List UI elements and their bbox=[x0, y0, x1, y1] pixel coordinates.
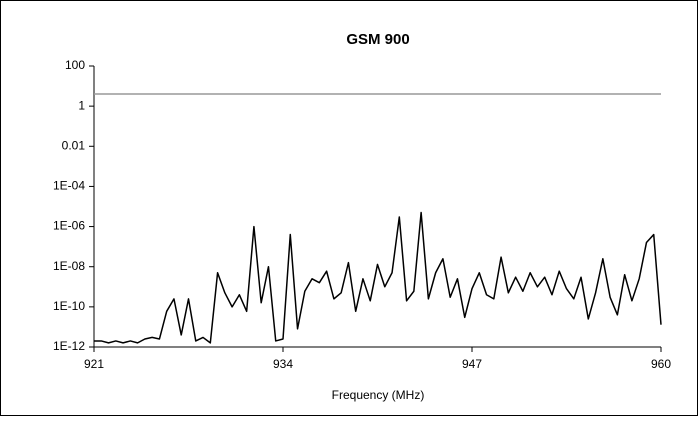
x-axis-label: Frequency (MHz) bbox=[332, 388, 425, 402]
y-tick-label: 1E-08 bbox=[53, 259, 85, 273]
x-tick-label: 947 bbox=[462, 357, 482, 371]
series-line bbox=[94, 211, 662, 344]
x-tick-label: 960 bbox=[651, 357, 671, 371]
x-tick-label: 921 bbox=[84, 357, 104, 371]
y-tick-label: 100 bbox=[65, 58, 85, 72]
x-tick-label: 934 bbox=[273, 357, 293, 371]
y-tick-label: 1E-04 bbox=[53, 179, 85, 193]
y-tick-label: 0.01 bbox=[62, 138, 86, 152]
chart-title: GSM 900 bbox=[346, 31, 409, 48]
y-tick-label: 1E-06 bbox=[53, 219, 85, 233]
y-tick-label: 1E-12 bbox=[53, 339, 85, 353]
y-tick-label: 1E-10 bbox=[53, 299, 85, 313]
y-tick-label: 1 bbox=[78, 98, 85, 112]
